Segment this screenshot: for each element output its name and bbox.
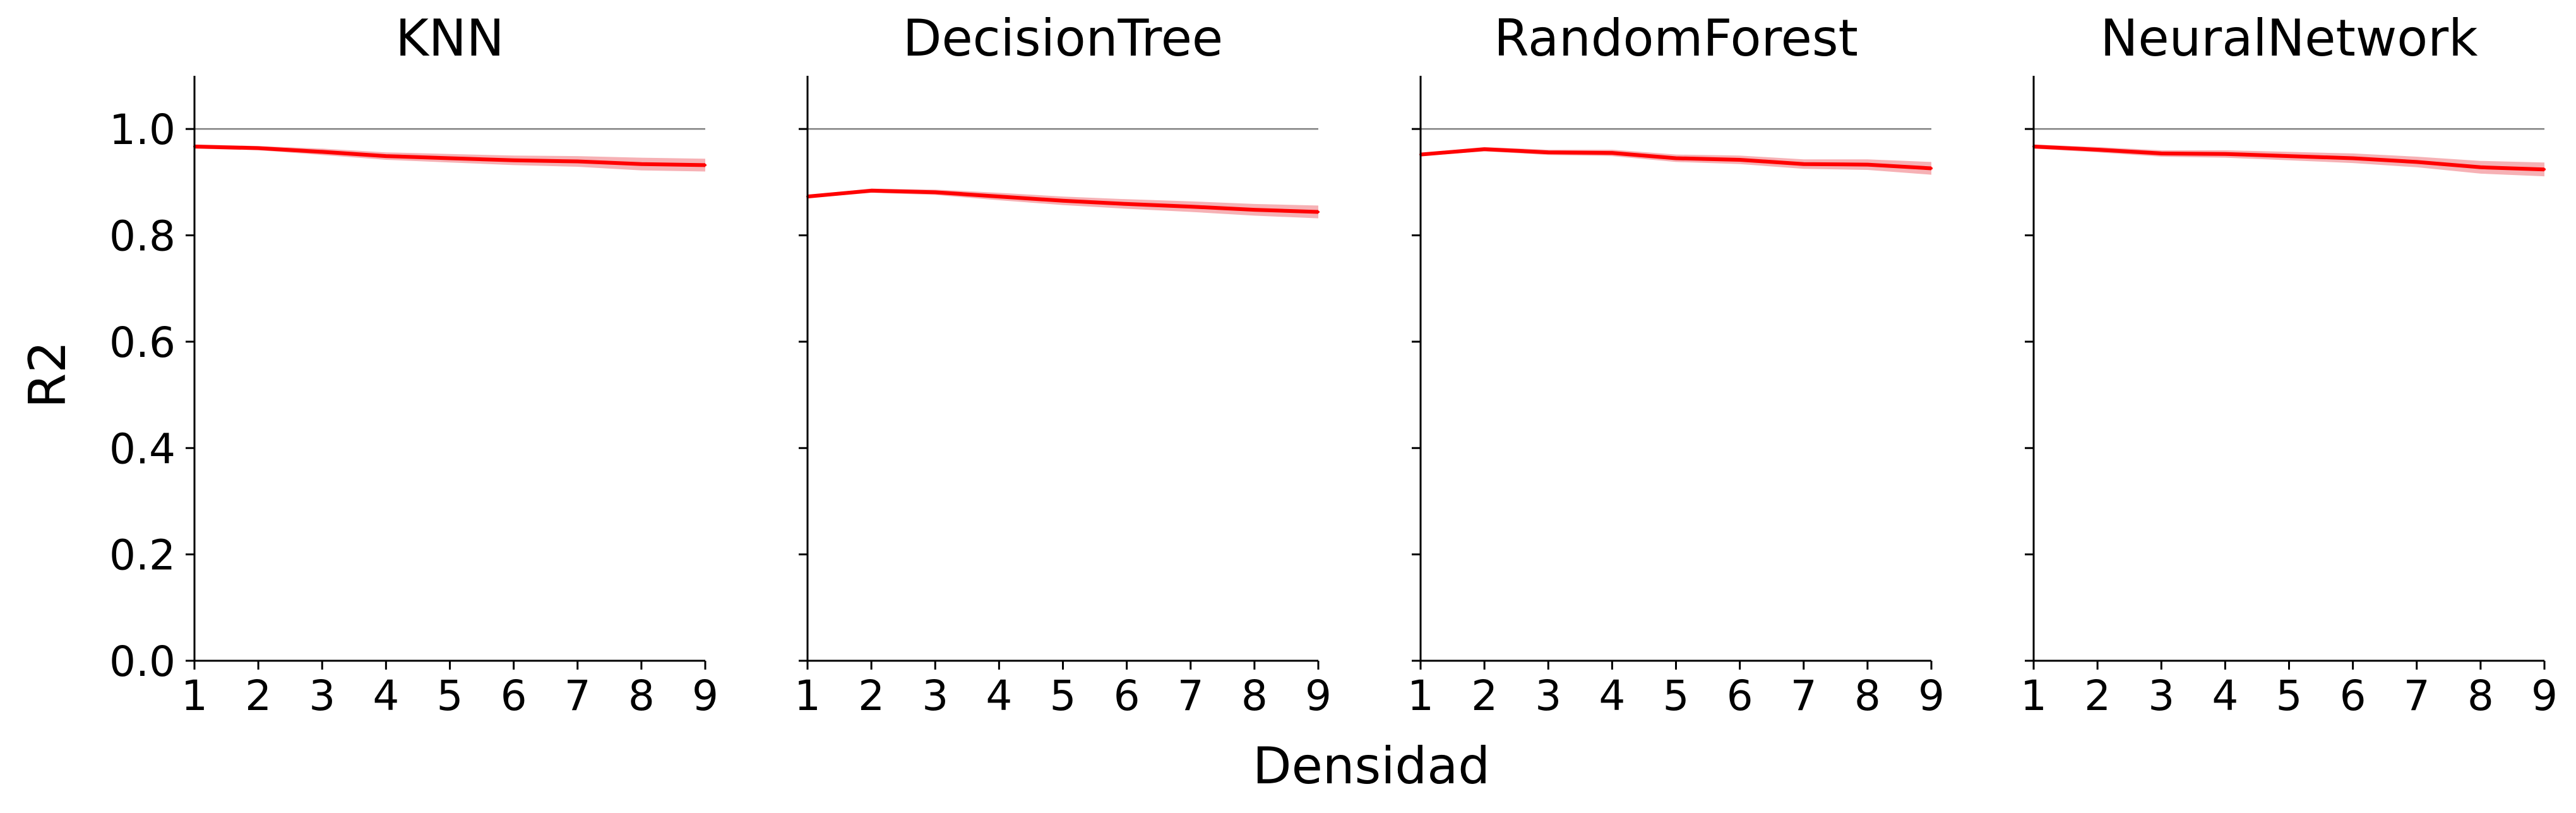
data-point — [257, 147, 260, 150]
x-tick-label: 1 — [794, 671, 821, 720]
x-tick-label: 3 — [309, 671, 335, 720]
panel-title: NeuralNetwork — [2101, 9, 2479, 68]
panel-decisiontree: DecisionTree 1 2 3 4 5 6 7 8 9 — [794, 9, 1332, 720]
series-line — [2033, 145, 2545, 172]
data-point — [1930, 167, 1933, 170]
data-point — [934, 191, 937, 194]
x-tick-label: 8 — [2467, 671, 2494, 720]
data-point — [1125, 202, 1128, 205]
x-tick-label: 6 — [1114, 671, 1140, 720]
y-tick-label: 1.0 — [109, 105, 176, 154]
x-tick-label: 8 — [1241, 671, 1268, 720]
data-point — [2543, 168, 2546, 171]
x-tick-label: 4 — [1599, 671, 1625, 720]
x-tick-label: 8 — [628, 671, 655, 720]
x-tick-label: 7 — [1178, 671, 1204, 720]
x-tick-label: 4 — [986, 671, 1012, 720]
data-point — [1674, 157, 1678, 160]
data-point — [870, 189, 873, 192]
x-tick-label: 5 — [1663, 671, 1690, 720]
panel-title: KNN — [395, 9, 504, 68]
data-point — [2415, 160, 2418, 164]
data-point — [512, 159, 515, 162]
x-tick-label: 5 — [2276, 671, 2303, 720]
x-tick-label: 5 — [1050, 671, 1076, 720]
data-point — [704, 164, 707, 167]
data-point — [448, 157, 451, 160]
data-point — [1189, 205, 1192, 208]
data-point — [1738, 159, 1741, 162]
x-tick-label: 4 — [373, 671, 399, 720]
x-tick-label: 2 — [858, 671, 885, 720]
data-point — [576, 160, 579, 163]
x-tick-label: 9 — [1918, 671, 1945, 720]
x-axis-label: Densidad — [1253, 737, 1490, 795]
data-point — [1483, 148, 1486, 151]
data-point — [1802, 162, 1805, 166]
x-tick-label: 7 — [564, 671, 591, 720]
y-tick-label: 0.8 — [109, 212, 176, 261]
data-point — [1253, 208, 1256, 212]
x-tick-label: 7 — [1791, 671, 1817, 720]
data-point — [385, 155, 388, 158]
data-point — [1866, 163, 1869, 166]
data-point — [2287, 155, 2291, 158]
y-axis-label: R2 — [18, 341, 77, 408]
x-tick-label: 1 — [2020, 671, 2047, 720]
x-tick-label: 8 — [1854, 671, 1881, 720]
panel-neuralnetwork: NeuralNetwork 1 2 3 4 5 6 7 8 9 — [2020, 9, 2558, 720]
data-point — [2096, 148, 2099, 152]
x-tick-label: 5 — [437, 671, 463, 720]
data-point — [640, 162, 643, 166]
y-tick-label: 0.4 — [109, 425, 176, 473]
data-point — [2224, 152, 2227, 155]
data-point — [2479, 166, 2482, 169]
data-point — [2160, 152, 2163, 155]
panel-knn: KNN 0.0 0.2 0.4 0.6 0.8 1.0 1 2 3 4 5 6 7 8 9 — [109, 9, 719, 720]
x-tick-label: 2 — [1471, 671, 1498, 720]
x-tick-label: 2 — [245, 671, 271, 720]
x-tick-label: 6 — [1727, 671, 1753, 720]
x-tick-label: 6 — [2340, 671, 2366, 720]
data-point — [2351, 157, 2354, 160]
data-point — [1611, 152, 1614, 155]
data-point — [998, 195, 1001, 198]
data-point — [1547, 151, 1550, 154]
data-point — [321, 150, 324, 154]
x-tick-label: 3 — [922, 671, 948, 720]
panel-title: RandomForest — [1494, 9, 1858, 68]
x-tick-label: 1 — [181, 671, 208, 720]
panel-randomforest: RandomForest 1 2 3 4 5 6 7 8 9 — [1407, 9, 1945, 720]
x-tick-label: 3 — [1535, 671, 1561, 720]
y-tick-label: 0.6 — [109, 318, 176, 367]
x-tick-label: 4 — [2212, 671, 2238, 720]
x-tick-label: 6 — [501, 671, 527, 720]
panel-title: DecisionTree — [903, 9, 1223, 68]
x-tick-label: 7 — [2404, 671, 2430, 720]
x-tick-label: 2 — [2084, 671, 2111, 720]
x-tick-label: 9 — [1305, 671, 1332, 720]
confidence-band — [808, 188, 1318, 219]
x-tick-label: 1 — [1407, 671, 1434, 720]
x-tick-label: 3 — [2148, 671, 2174, 720]
y-tick-label: 0.2 — [109, 531, 176, 580]
x-tick-label: 9 — [692, 671, 719, 720]
y-tick-label: 0.0 — [109, 637, 176, 686]
data-point — [1061, 199, 1064, 202]
data-point — [1317, 210, 1320, 214]
x-tick-label: 9 — [2531, 671, 2558, 720]
